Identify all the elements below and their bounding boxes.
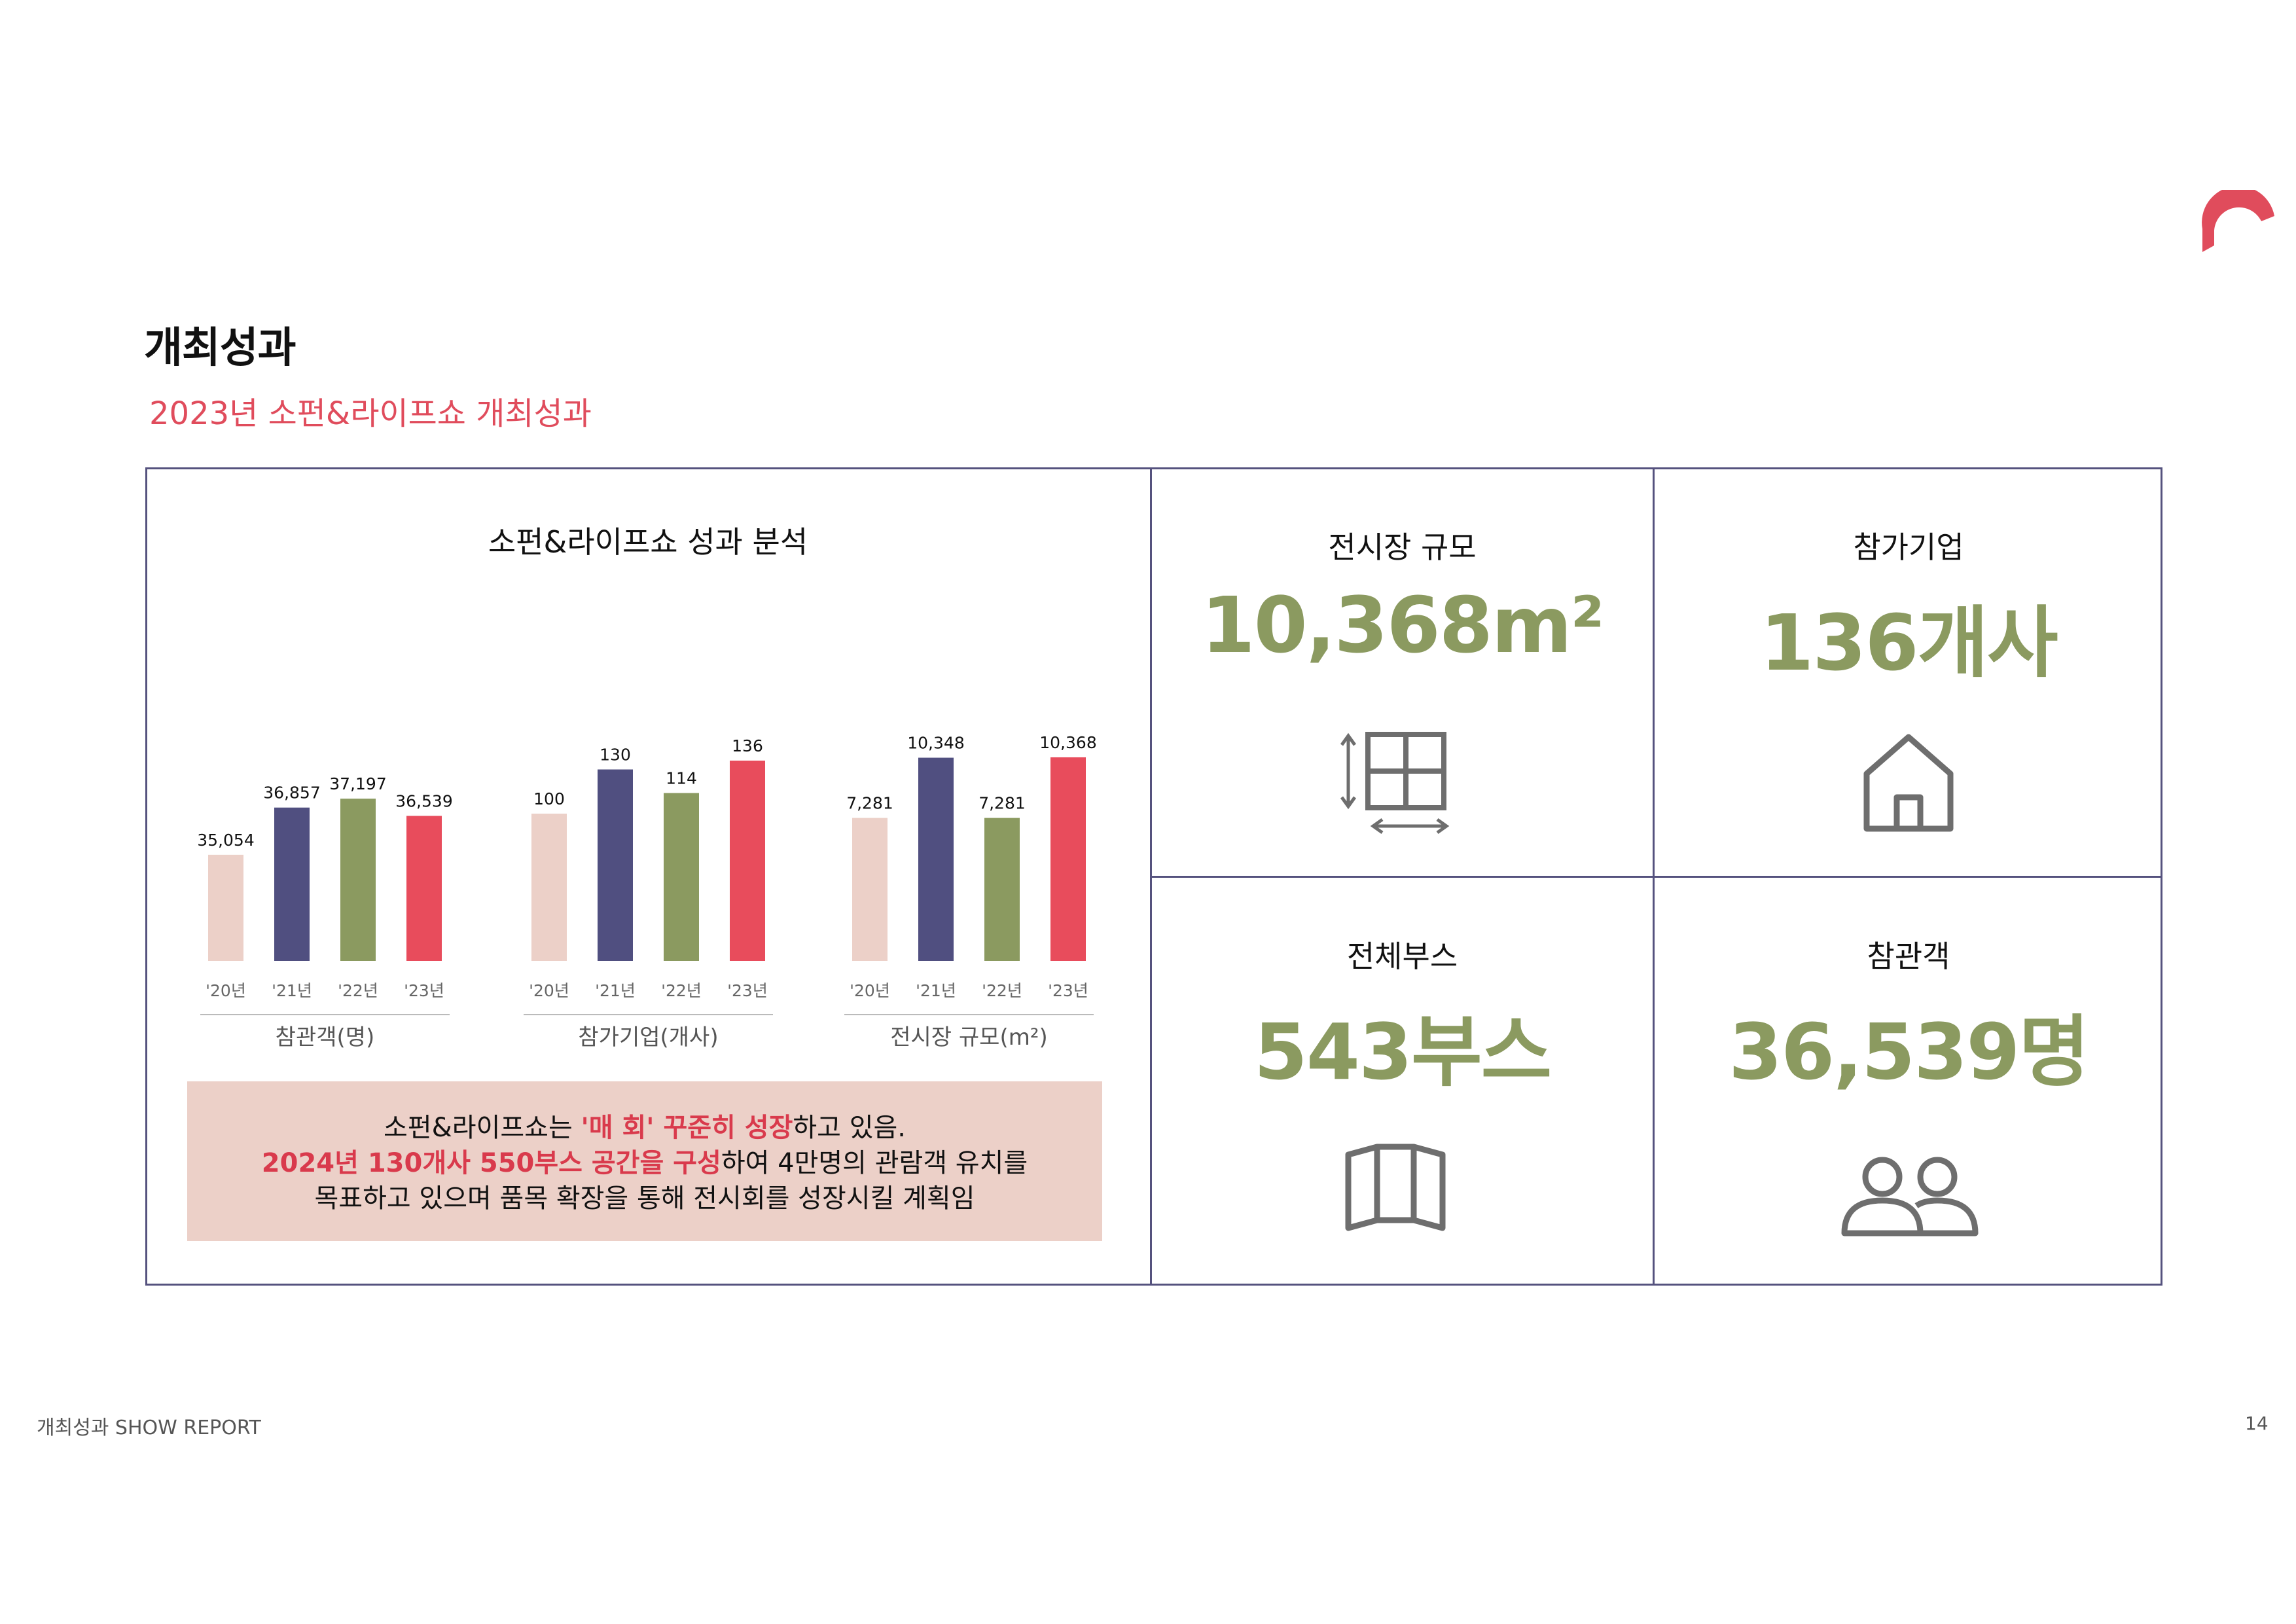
stat-booths-label: 전체부스 [1346,939,1458,974]
bar-value-label: 130 [600,746,631,765]
x-tick-label: '23년 [1048,981,1088,1000]
bar [598,769,633,961]
stat-visitors-label: 참관객 [1867,939,1950,974]
x-tick-label: '20년 [206,981,246,1000]
note-line-3: 목표하고 있으며 품목 확장을 통해 전시회를 성장시킬 계획임 [314,1183,975,1214]
bar-value-label: 7,281 [978,794,1026,813]
page-title: 개최성과 [144,324,296,372]
stat-companies: 참가기업 136개사 [1655,524,2162,692]
x-tick-label: '22년 [338,981,378,1000]
summary-note: 소펀&라이프쇼는 '매 회' 꾸준히 성장하고 있음. 2024년 130개사 … [187,1081,1102,1241]
bar-value-label: 10,348 [907,734,964,753]
stat-visitors: 참관객 36,539명 [1655,933,2162,1101]
stat-visitors-value: 36,539명 [1729,1007,2090,1097]
bar [208,854,243,961]
booth-icon [1345,1144,1446,1231]
note-highlight: '매 회' 꾸준히 성장 [581,1113,793,1143]
x-tick-label: '21년 [272,981,312,1000]
x-tick-label: '22년 [661,981,702,1000]
stat-area-value: 10,368m² [1201,580,1605,670]
x-tick-label: '20년 [850,981,890,1000]
x-tick-label: '21년 [595,981,636,1000]
stat-booths: 전체부스 543부스 [1152,933,1653,1101]
chart-title: 소펀&라이프쇼 성과 분석 [488,524,808,560]
bar-value-label: 37,197 [329,774,386,793]
bar-charts: 35,054 '20년 36,857 '21년 37,197 '22년 36,539 '23년… [197,733,1096,1051]
bar-value-label: 35,054 [197,831,254,850]
bar-value-label: 114 [666,769,697,788]
x-tick-label: '23년 [727,981,768,1000]
x-axis-label: 전시장 규모(m²) [890,1024,1048,1051]
page-subtitle: 2023년 소펀&라이프쇼 개최성과 [149,395,592,432]
page-number: 14 [2245,1413,2269,1434]
note-text: 소펀&라이프쇼는 [383,1113,581,1143]
x-axis-label: 참관객(명) [276,1024,375,1051]
bar [918,757,954,961]
bar-value-label: 10,368 [1039,733,1096,752]
x-axis-label: 참가기업(개사) [578,1024,718,1051]
note-text: 하여 4만명의 관람객 유치를 [721,1148,1028,1178]
bar-value-label: 100 [533,789,565,808]
bar [406,816,442,961]
stat-area-label: 전시장 규모 [1328,530,1477,565]
footer-label: 개최성과 SHOW REPORT [37,1416,261,1439]
floor-plan-icon [1340,732,1450,835]
stat-companies-value: 136개사 [1760,598,2058,688]
bar-value-label: 36,539 [395,791,452,810]
brand-logo-icon [2202,190,2274,252]
note-line-2: 2024년 130개사 550부스 공간을 구성하여 4만명의 관람객 유치를 [187,1146,1102,1181]
stat-booths-value: 543부스 [1253,1007,1552,1097]
bar [340,799,376,961]
stat-companies-label: 참가기업 [1853,530,1964,565]
note-highlight: 2024년 130개사 550부스 공간을 구성 [261,1148,721,1178]
bar [531,814,567,961]
x-tick-label: '22년 [982,981,1022,1000]
x-tick-label: '20년 [529,981,569,1000]
x-tick-label: '21년 [916,981,956,1000]
bar-value-label: 7,281 [846,794,893,813]
note-text: 하고 있음. [793,1113,906,1143]
bar [664,793,699,961]
people-icon [1841,1157,1979,1236]
bar [852,818,888,961]
house-icon [1863,734,1954,832]
bar [730,761,765,961]
note-line-1: 소펀&라이프쇼는 '매 회' 꾸준히 성장하고 있음. [187,1110,1102,1146]
stat-area: 전시장 규모 10,368m² [1152,524,1653,670]
bar [274,807,310,961]
bar [1050,757,1086,961]
x-tick-label: '23년 [404,981,444,1000]
bar-value-label: 36,857 [263,784,320,803]
bar [984,818,1020,961]
bar-value-label: 136 [732,736,763,755]
divider-horizontal [1150,876,2162,878]
